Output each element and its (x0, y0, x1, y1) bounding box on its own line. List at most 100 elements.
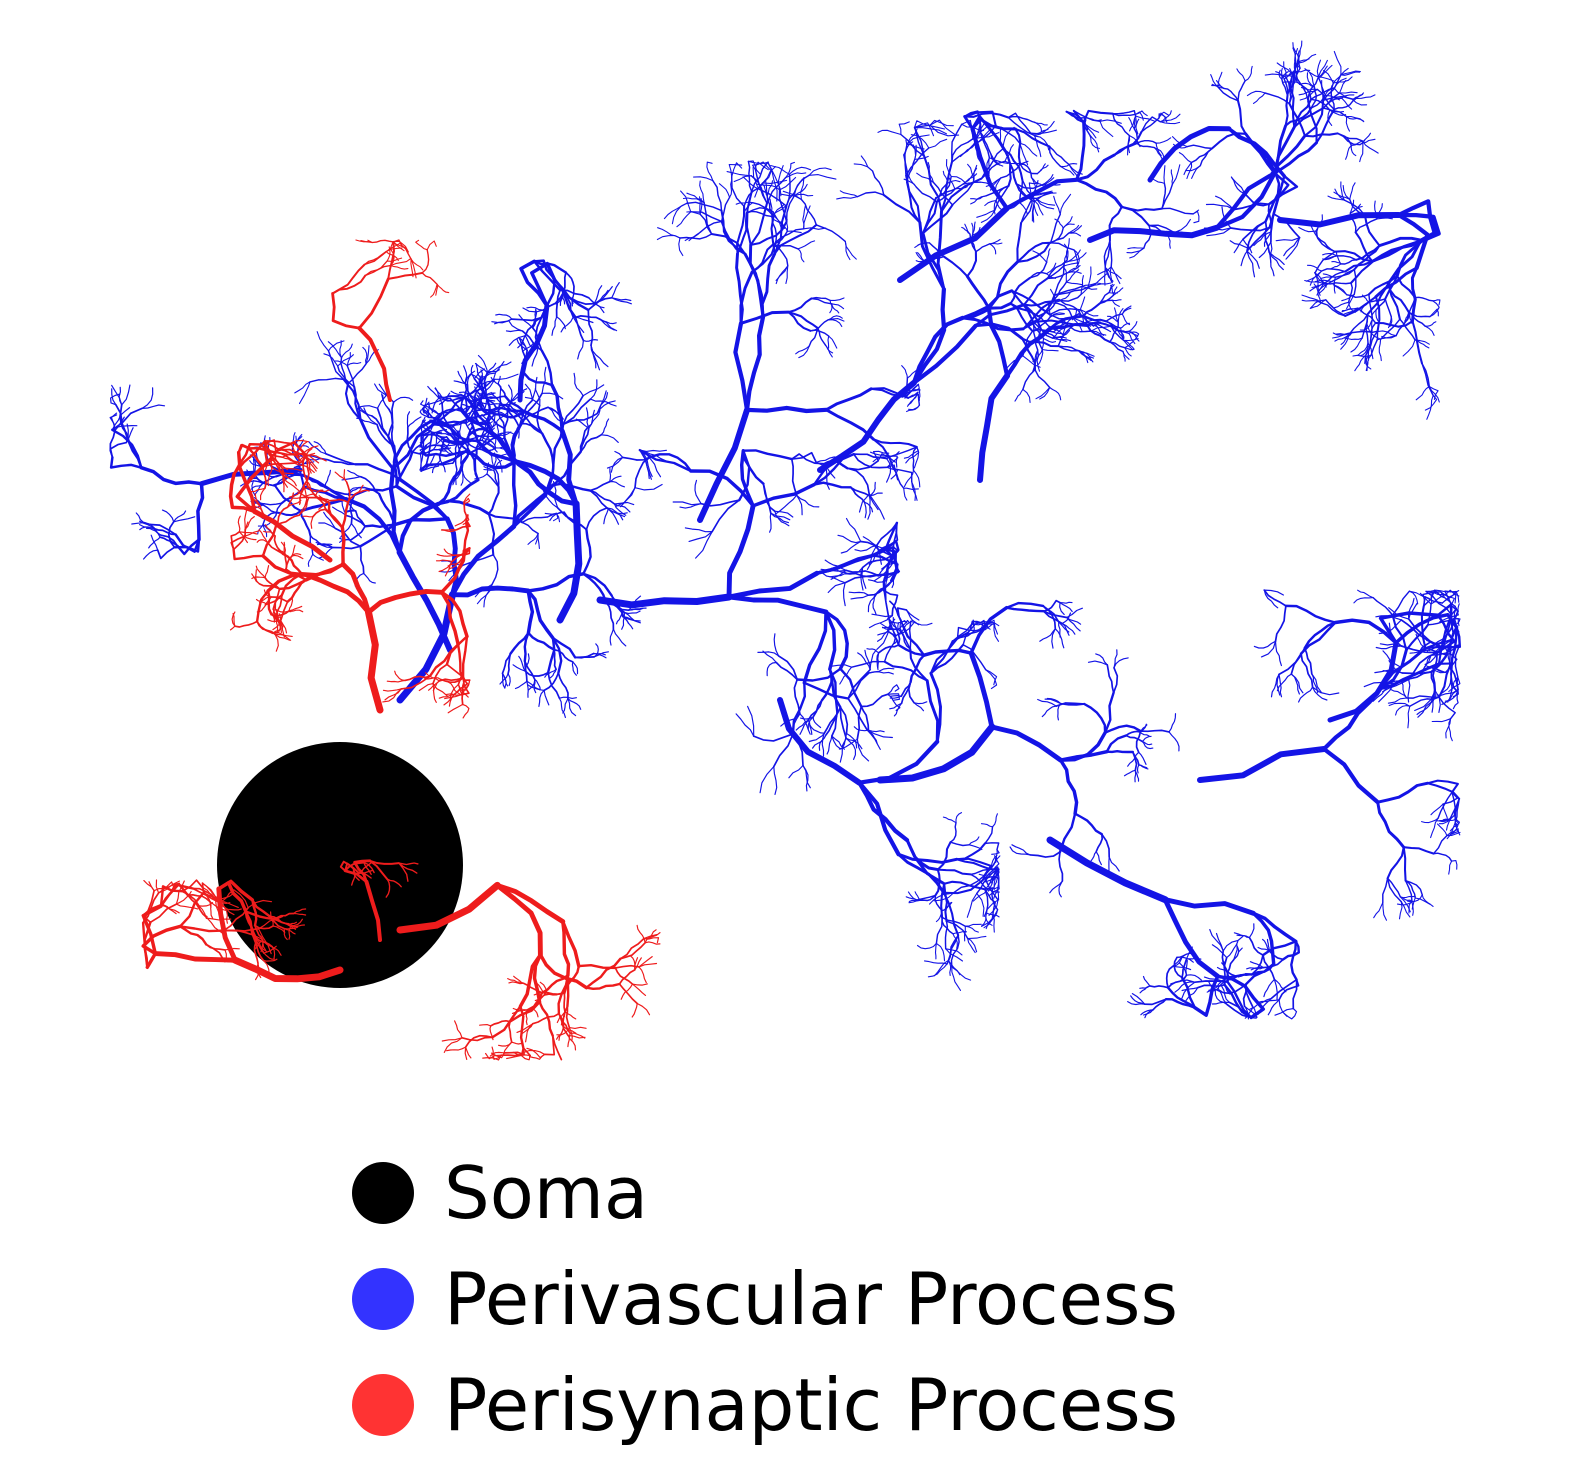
perivascular-branch (549, 511, 565, 522)
perivascular-branch (1048, 227, 1064, 244)
perivascular-branch (1349, 182, 1356, 200)
perivascular-branch (995, 200, 1004, 212)
perivascular-branch (1143, 998, 1167, 1006)
perivascular-branch (929, 119, 954, 127)
perivascular-branch (1134, 769, 1140, 782)
perisynaptic-branch (436, 553, 455, 557)
perisynaptic-branch (281, 454, 301, 458)
perivascular-branch (1388, 607, 1410, 620)
perivascular-branch (990, 152, 1004, 167)
perivascular-branch (810, 297, 833, 305)
perivascular-branch (486, 395, 507, 399)
perivascular-branch (929, 640, 954, 675)
perivascular-branch (1278, 999, 1288, 1017)
perivascular-branch (1281, 81, 1298, 83)
perivascular-branch (442, 395, 467, 402)
perivascular-branch (991, 849, 1000, 855)
perivascular-branch (889, 702, 903, 710)
perivascular-branch (1066, 616, 1081, 632)
perisynaptic-branch (289, 439, 309, 444)
perivascular-branch (449, 523, 517, 598)
perivascular-branch (1442, 818, 1456, 822)
perisynaptic-branch (331, 263, 366, 295)
perivascular-branch (910, 620, 933, 626)
perivascular-branch (439, 444, 453, 455)
perivascular-branch (1105, 313, 1124, 323)
perivascular-branch (1046, 697, 1062, 705)
perisynaptic-branch (447, 703, 464, 714)
perivascular-branch (979, 131, 992, 155)
perivascular-branch (1161, 182, 1167, 210)
perivascular-branch (609, 628, 614, 646)
perivascular-branch (671, 202, 688, 225)
perivascular-branch (913, 126, 925, 157)
perivascular-branch (439, 421, 453, 428)
perivascular-branch (679, 233, 713, 240)
perisynaptic-branch (308, 496, 331, 505)
perisynaptic-branch (560, 1011, 566, 1026)
perivascular-branch (1063, 249, 1081, 264)
perivascular-branch (541, 366, 547, 394)
perivascular-branch (623, 610, 641, 614)
perivascular-branch (362, 346, 368, 365)
perivascular-branch (777, 697, 863, 786)
perivascular-branch (325, 452, 357, 466)
perivascular-branch (524, 383, 533, 401)
perivascular-branch (1103, 691, 1115, 734)
perivascular-branch (1273, 978, 1278, 1001)
perivascular-branch (1398, 901, 1403, 920)
perivascular-branch (992, 912, 995, 933)
perivascular-branch (1176, 956, 1194, 963)
perivascular-branch (143, 549, 159, 560)
perivascular-branch (1112, 286, 1118, 296)
perivascular-branch (114, 416, 125, 432)
perivascular-branch (421, 401, 430, 414)
perivascular-branch (1029, 851, 1061, 858)
perisynaptic-branch (272, 620, 282, 631)
perivascular-branch (1275, 71, 1285, 80)
perivascular-branch (1264, 220, 1271, 254)
perivascular-branch (1166, 986, 1197, 1009)
perisynaptic-branch (274, 588, 281, 610)
perisynaptic-branch (272, 608, 276, 623)
perivascular-branch (593, 651, 609, 658)
perivascular-branch (989, 724, 1064, 763)
perivascular-branch (886, 630, 900, 646)
perivascular-branch (1446, 822, 1456, 840)
perivascular-branch (903, 487, 908, 501)
perivascular-branch (923, 155, 943, 213)
perivascular-branch (1367, 342, 1374, 360)
perisynaptic-branch (479, 1024, 492, 1027)
perivascular-branch (407, 416, 422, 428)
perivascular-branch (1092, 322, 1112, 333)
perivascular-branch (748, 243, 765, 319)
perivascular-branch (977, 372, 1011, 483)
perivascular-branch (827, 582, 846, 594)
perivascular-branch (1178, 152, 1192, 164)
perivascular-branch (1270, 673, 1280, 698)
perivascular-branch (868, 481, 876, 497)
perivascular-branch (1375, 298, 1386, 311)
perivascular-branch (915, 186, 938, 203)
perivascular-branch (427, 385, 440, 399)
perivascular-branch (1046, 265, 1065, 280)
legend-item-soma: Soma (352, 1140, 1312, 1246)
perivascular-branch (587, 296, 613, 311)
perivascular-branch (735, 713, 755, 737)
perivascular-branch (313, 441, 327, 455)
perivascular-branch (1290, 940, 1298, 981)
perivascular-branch (263, 502, 283, 506)
perisynaptic-branch (538, 1000, 554, 1037)
perivascular-branch (1073, 812, 1103, 836)
perivascular-branch (109, 441, 128, 459)
perivascular-branch (1261, 940, 1297, 957)
perivascular-branch (1128, 332, 1136, 345)
perivascular-branch (1186, 144, 1213, 150)
perivascular-branch (510, 388, 528, 403)
perivascular-branch (371, 415, 390, 438)
perivascular-branch (925, 255, 945, 263)
perisynaptic-branch (353, 859, 372, 884)
perivascular-branch (1221, 206, 1232, 229)
perivascular-branch (1053, 286, 1089, 296)
perivascular-branch (359, 545, 365, 575)
